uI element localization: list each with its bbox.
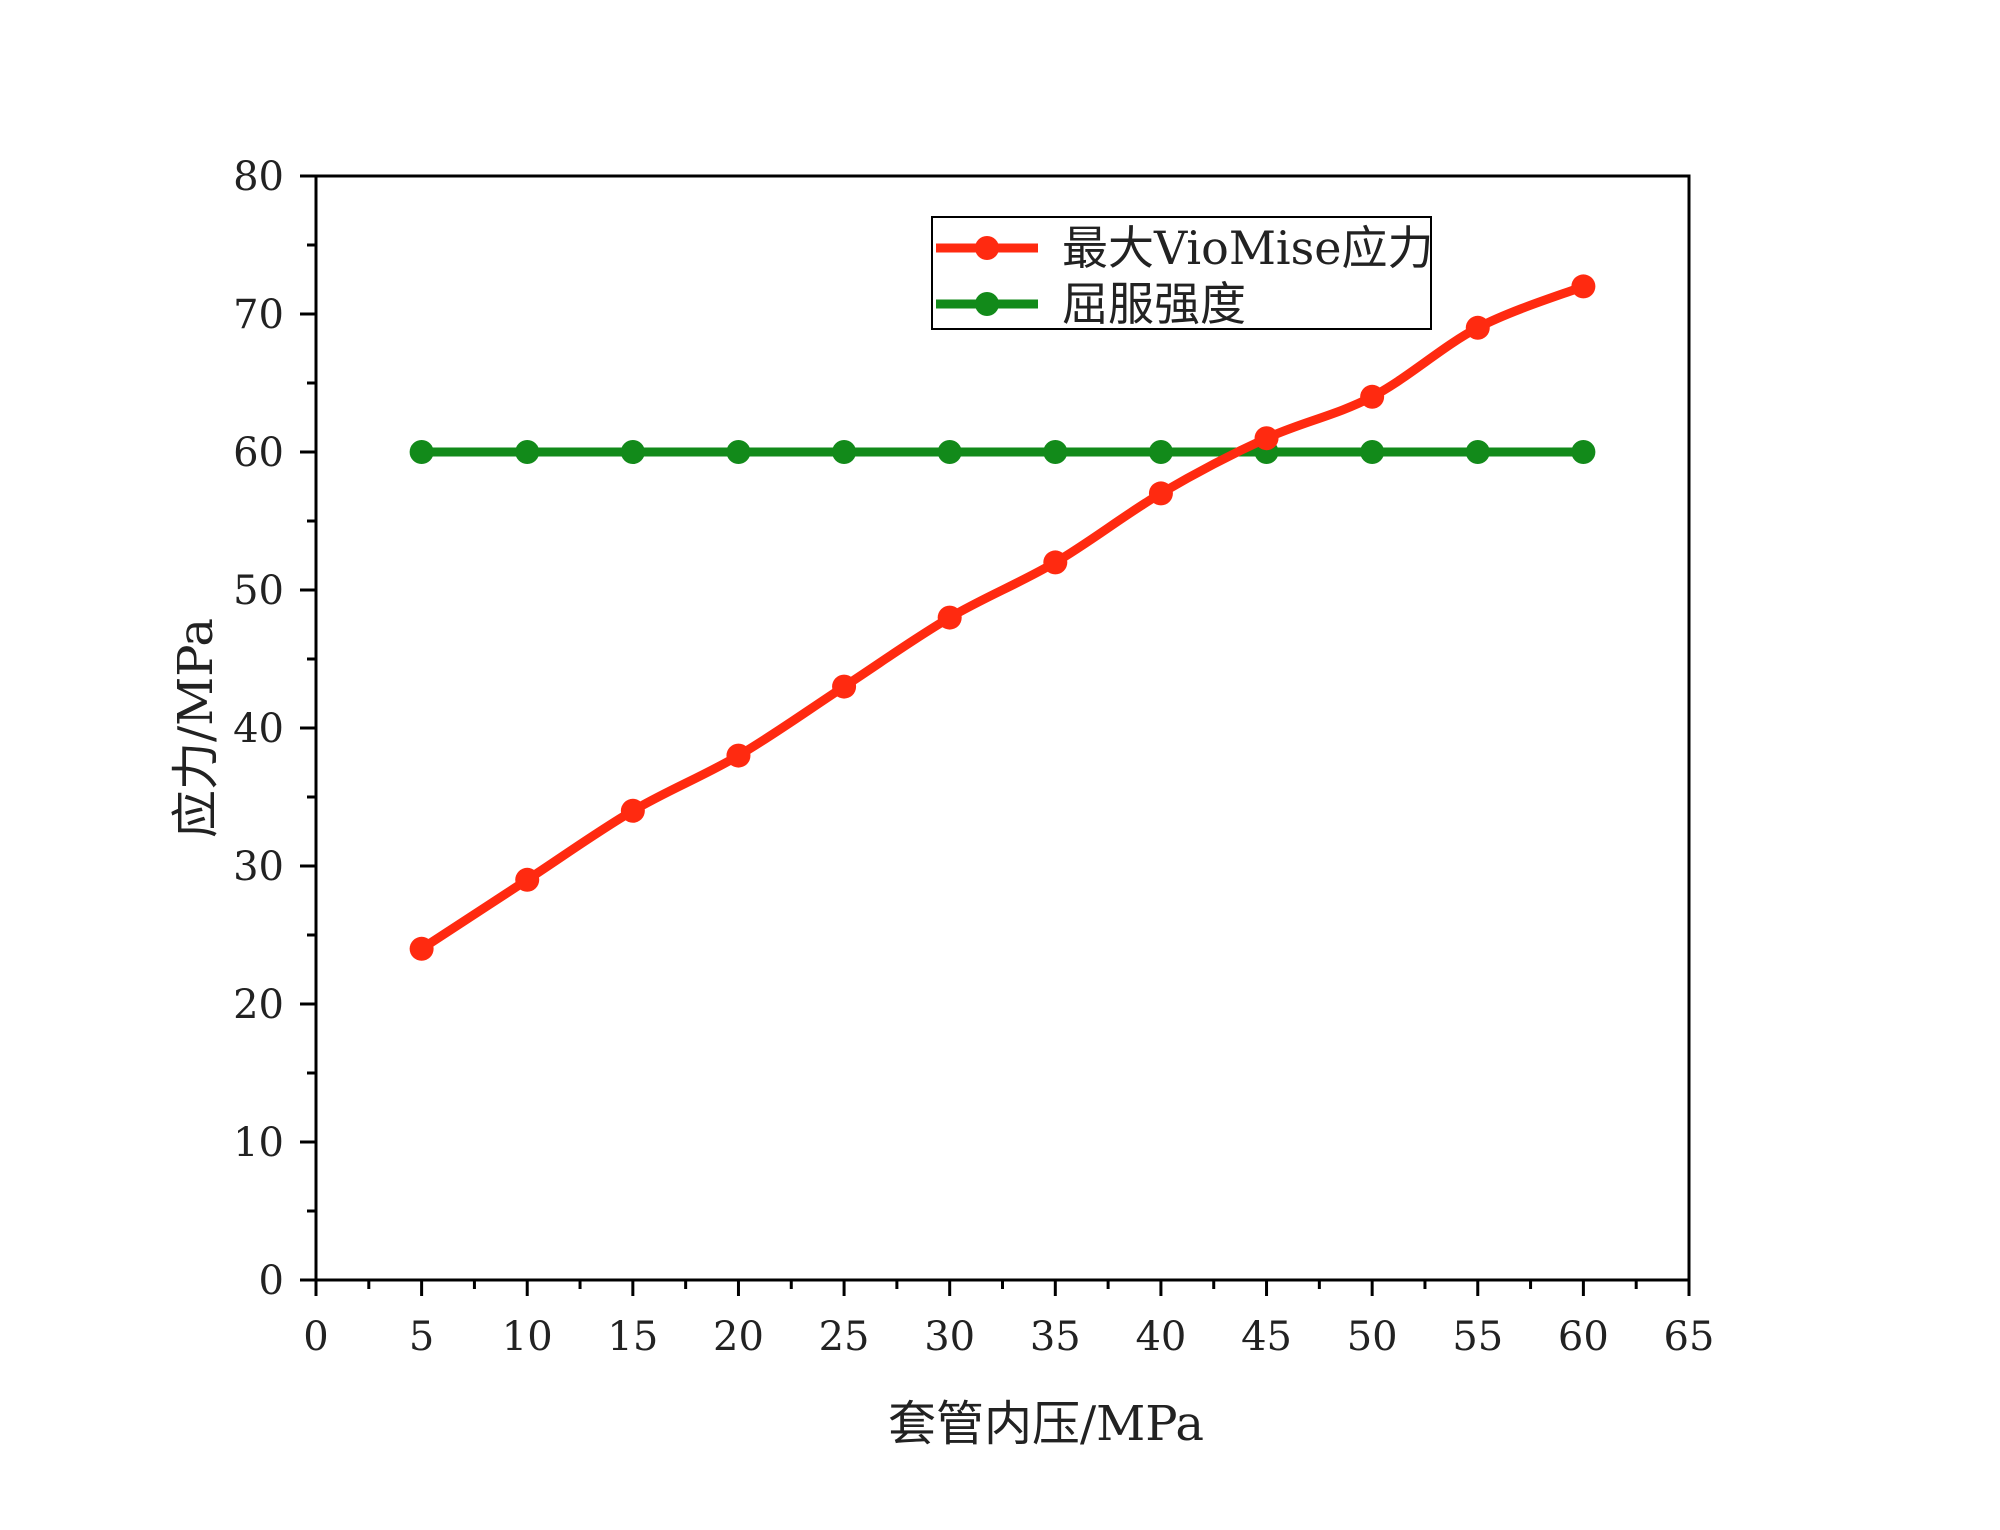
- y-tick-label: 60: [233, 430, 284, 476]
- y-axis-title: 应力/MPa: [168, 618, 224, 838]
- legend-marker: [975, 236, 999, 260]
- data-point: [620, 440, 645, 464]
- series-line: [417, 281, 1588, 954]
- data-point: [726, 440, 751, 464]
- legend-entry: 最大VioMise应力: [936, 221, 1433, 275]
- data-point: [1360, 384, 1385, 409]
- x-axis-ticks: 0 5 10 15 20 25 30 35 40 45 50 55 60 65: [303, 1280, 1714, 1360]
- data-point: [1043, 550, 1068, 575]
- y-tick-label: 0: [259, 1258, 284, 1304]
- x-tick-label: 40: [1135, 1314, 1186, 1360]
- x-tick-label: 45: [1241, 1314, 1292, 1360]
- y-tick-label: 30: [233, 844, 284, 890]
- data-point: [1465, 440, 1490, 464]
- data-point: [620, 798, 645, 823]
- x-tick-label: 15: [607, 1314, 658, 1360]
- x-tick-label: 5: [409, 1314, 434, 1360]
- data-point: [1254, 426, 1279, 451]
- data-point: [726, 743, 751, 768]
- legend-label: 最大VioMise应力: [1062, 221, 1433, 275]
- x-tick-label: 25: [819, 1314, 870, 1360]
- y-axis-ticks: 0 10 20 30 40 50 60 70 80: [233, 154, 316, 1304]
- data-point: [1043, 440, 1068, 464]
- y-tick-label: 40: [233, 706, 284, 752]
- data-point: [1148, 440, 1173, 464]
- data-point: [832, 440, 857, 464]
- x-axis-title: 套管内压/MPa: [888, 1396, 1204, 1452]
- x-tick-label: 20: [713, 1314, 764, 1360]
- series-1: [409, 274, 1596, 961]
- data-point: [832, 674, 857, 699]
- x-tick-label: 10: [502, 1314, 553, 1360]
- y-tick-label: 10: [233, 1120, 284, 1166]
- series-2: [409, 440, 1596, 464]
- data-point: [515, 440, 540, 464]
- data-point: [515, 867, 540, 892]
- y-tick-label: 80: [233, 154, 284, 200]
- y-tick-label: 70: [233, 292, 284, 338]
- y-tick-label: 20: [233, 982, 284, 1028]
- x-tick-label: 55: [1452, 1314, 1503, 1360]
- legend-marker: [975, 292, 999, 316]
- legend-box: [931, 216, 1432, 330]
- data-point: [409, 936, 434, 961]
- series-layer: [409, 274, 1596, 961]
- x-tick-label: 65: [1664, 1314, 1715, 1360]
- x-tick-label: 30: [924, 1314, 975, 1360]
- x-tick-label: 60: [1558, 1314, 1609, 1360]
- data-point: [409, 440, 434, 464]
- plot-frame: [314, 174, 1691, 1282]
- data-point: [1148, 481, 1173, 506]
- data-point: [1571, 440, 1596, 464]
- x-tick-label: 0: [303, 1314, 328, 1360]
- legend-label: 屈服强度: [1062, 277, 1246, 331]
- data-point: [1360, 440, 1385, 464]
- data-point: [1465, 315, 1490, 340]
- x-tick-label: 35: [1030, 1314, 1081, 1360]
- y-tick-label: 50: [233, 568, 284, 614]
- x-tick-label: 50: [1347, 1314, 1398, 1360]
- data-point: [1571, 274, 1596, 299]
- legend-entry: 屈服强度: [936, 277, 1246, 331]
- data-point: [937, 440, 962, 464]
- data-point: [937, 605, 962, 630]
